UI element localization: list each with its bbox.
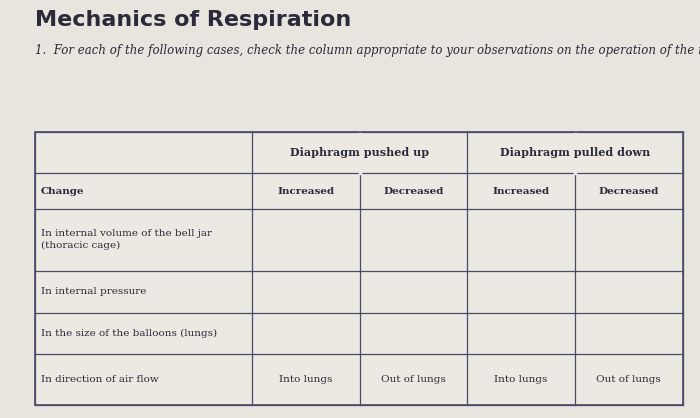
Bar <box>35 132 682 405</box>
Text: 1.  For each of the following cases, check the column appropriate to your observ: 1. For each of the following cases, chec… <box>35 44 700 57</box>
Text: Increased: Increased <box>493 187 550 196</box>
Text: Mechanics of Respiration: Mechanics of Respiration <box>35 10 351 31</box>
Text: Decreased: Decreased <box>598 187 659 196</box>
Text: Diaphragm pushed up: Diaphragm pushed up <box>290 147 429 158</box>
Text: Out of lungs: Out of lungs <box>596 375 661 385</box>
Bar <box>35 132 682 405</box>
Text: In internal volume of the bell jar
(thoracic cage): In internal volume of the bell jar (thor… <box>41 229 211 250</box>
Text: In internal pressure: In internal pressure <box>41 287 146 296</box>
Text: In the size of the balloons (lungs): In the size of the balloons (lungs) <box>41 329 217 338</box>
Text: Decreased: Decreased <box>384 187 444 196</box>
Text: Increased: Increased <box>277 187 335 196</box>
Text: Diaphragm pulled down: Diaphragm pulled down <box>500 147 650 158</box>
Text: Into lungs: Into lungs <box>279 375 332 385</box>
Text: Out of lungs: Out of lungs <box>381 375 446 385</box>
Text: Into lungs: Into lungs <box>494 375 548 385</box>
Text: Change: Change <box>41 187 84 196</box>
Text: In direction of air flow: In direction of air flow <box>41 375 158 385</box>
